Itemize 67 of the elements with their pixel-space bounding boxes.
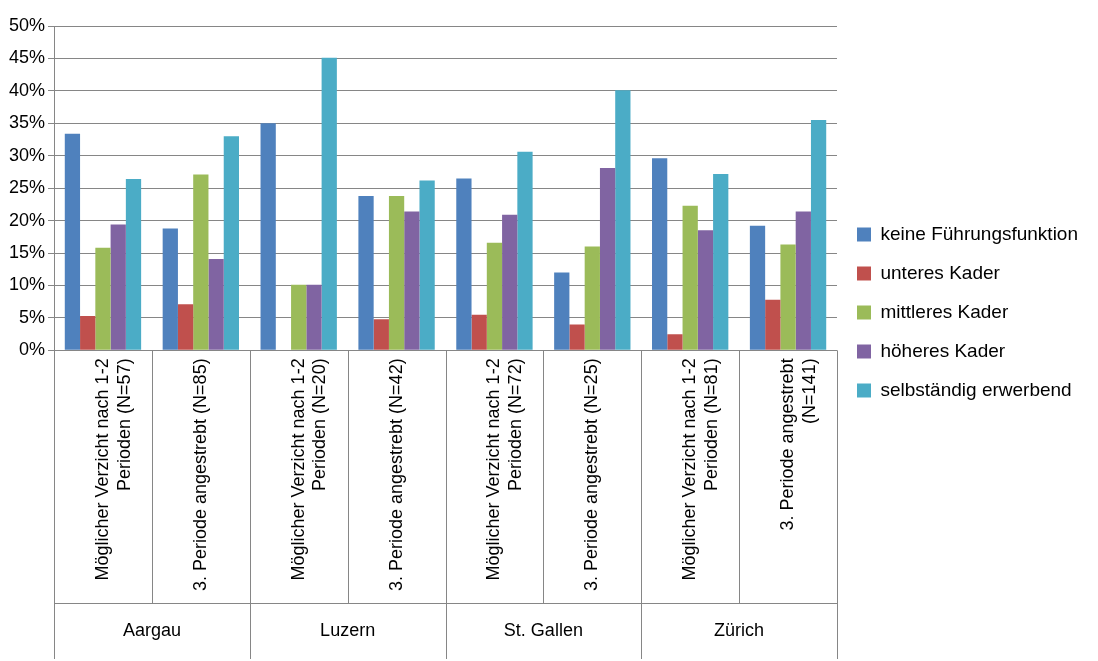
bar	[569, 324, 585, 350]
bar	[456, 178, 472, 350]
bar	[584, 246, 600, 350]
legend-label: keine Führungsfunktion	[880, 222, 1078, 244]
bar	[291, 284, 307, 350]
text: Zürich	[714, 619, 765, 640]
y-tick-label: 10%	[9, 274, 46, 295]
text: St. Gallen	[503, 619, 583, 640]
x-tick-label: 3. Periode angestrebt (N=85)	[189, 358, 210, 591]
bar	[517, 151, 533, 350]
bar	[404, 211, 420, 350]
y-tick-label: 0%	[19, 339, 46, 360]
bar	[810, 120, 827, 350]
bar	[388, 195, 405, 350]
y-tick-label: 30%	[9, 144, 46, 165]
y-tick-label: 25%	[9, 177, 46, 198]
bar	[125, 179, 142, 350]
x-tick-label: Möglicher Verzicht nach 1-2 Perioden (N=72)	[483, 358, 526, 581]
y-tick-label: 45%	[9, 47, 46, 68]
bar	[260, 123, 276, 350]
bar	[306, 284, 322, 350]
legend-label: höheres Kader	[880, 339, 1006, 361]
bar	[162, 228, 178, 350]
bar	[615, 90, 631, 350]
bar	[177, 304, 194, 350]
bar	[208, 258, 224, 350]
bar	[419, 180, 435, 350]
x-tick-label: 3. Periode angestrebt (N=141)	[777, 358, 819, 531]
bar	[697, 230, 714, 350]
bar	[652, 158, 668, 350]
bar	[321, 57, 337, 350]
bar	[110, 224, 126, 350]
legend-label: selbständig erwerbend	[880, 378, 1072, 400]
legend-label: mittleres Kader	[880, 300, 1009, 322]
bar	[599, 168, 616, 350]
bar	[554, 272, 570, 350]
bar	[780, 244, 796, 350]
bar	[749, 225, 766, 350]
y-tick-label: 15%	[9, 242, 46, 263]
bar	[95, 247, 111, 350]
bar	[80, 315, 96, 350]
text: Aargau	[122, 619, 181, 640]
bar	[502, 214, 518, 350]
x-tick-label: 3. Periode angestrebt (N=25)	[581, 358, 602, 591]
bar	[682, 205, 698, 350]
bar	[713, 173, 729, 350]
legend-label: unteres Kader	[880, 261, 1001, 283]
y-tick-label: 40%	[9, 79, 46, 100]
bar	[486, 242, 503, 350]
y-tick-label: 20%	[9, 209, 46, 230]
bar	[358, 195, 374, 350]
bar	[667, 334, 683, 350]
bar	[193, 174, 209, 350]
bar	[373, 319, 389, 350]
x-tick-label: Möglicher Verzicht nach 1-2 Perioden (N=57)	[91, 358, 134, 581]
bar	[765, 299, 781, 350]
x-tick-label: Möglicher Verzicht nach 1-2 Perioden (N=81)	[679, 358, 721, 581]
y-tick-label: 50%	[9, 14, 46, 35]
x-tick-label: 3. Periode angestrebt (N=42)	[385, 358, 406, 591]
bar	[223, 136, 239, 350]
y-tick-label: 35%	[9, 112, 46, 133]
bar	[795, 211, 811, 350]
bar	[64, 133, 81, 350]
y-tick-label: 5%	[19, 306, 46, 327]
text: Luzern	[320, 619, 376, 640]
x-tick-label: Möglicher Verzicht nach 1-2 Perioden (N=20)	[287, 358, 330, 581]
bar	[471, 314, 487, 350]
